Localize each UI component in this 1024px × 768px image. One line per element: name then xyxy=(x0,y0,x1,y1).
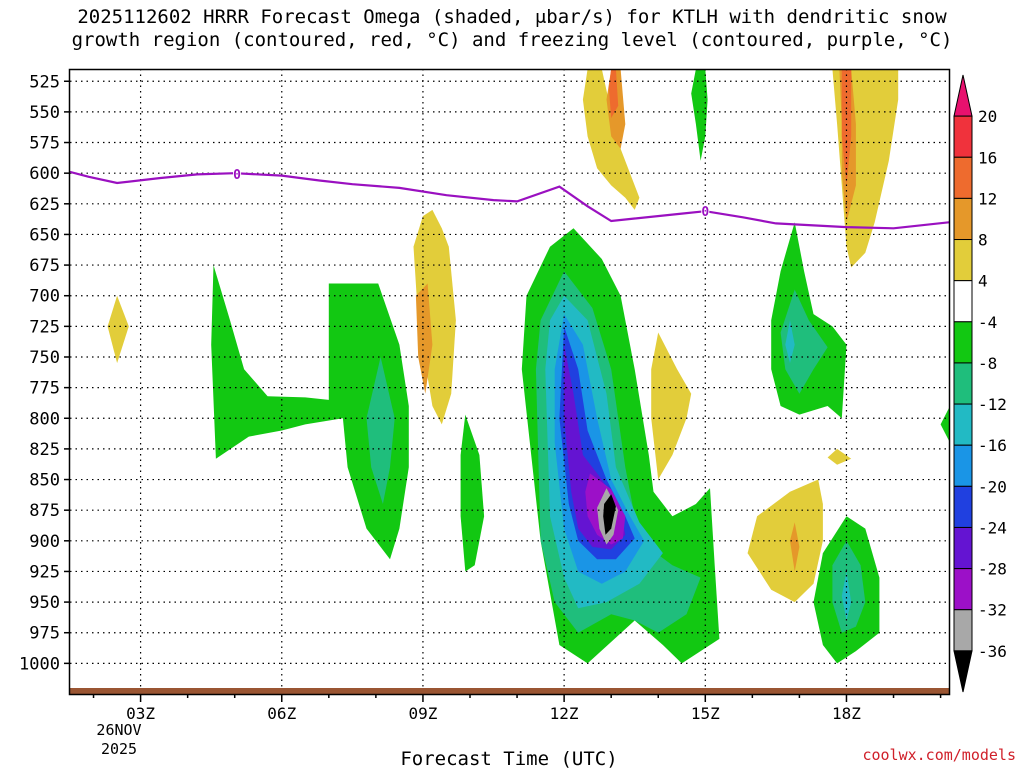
y-tick-label: 800 xyxy=(29,409,60,429)
y-tick-label: 750 xyxy=(29,348,60,368)
colorbar-label: 8 xyxy=(978,231,988,250)
colorbar-label: -12 xyxy=(978,395,1007,414)
omega-region-9 xyxy=(415,283,433,394)
y-tick-label: 875 xyxy=(29,501,60,521)
y-tick-label: 650 xyxy=(29,225,60,245)
omega-region-0 xyxy=(582,69,640,210)
omega-region-19 xyxy=(940,406,950,443)
colorbar-label: -8 xyxy=(978,354,997,373)
colorbar-label: 12 xyxy=(978,189,997,208)
omega-region-6 xyxy=(827,448,852,465)
y-axis: 525 550 575 600 625 650 675 700 725 750 775 800 825 8… xyxy=(19,72,70,674)
colorbar-swatch xyxy=(953,568,973,611)
colorbar-swatch xyxy=(953,609,973,652)
colorbar-label: 4 xyxy=(978,272,988,291)
y-tick-label: 850 xyxy=(29,471,60,491)
x-tick-label: 09Z xyxy=(408,704,437,723)
omega-region-17 xyxy=(771,222,847,419)
colorbar-swatch xyxy=(953,156,973,199)
title-line-1: 2025112602 HRRR Forecast Omega (shaded, … xyxy=(77,6,947,28)
colorbar-swatch xyxy=(953,485,973,528)
chart-title: 2025112602 HRRR Forecast Omega (shaded, … xyxy=(0,6,1024,52)
y-tick-label: 950 xyxy=(29,593,60,613)
freezing-label-bg xyxy=(233,167,242,180)
y-tick-label: 675 xyxy=(29,256,60,276)
x-axis-title: Forecast Time (UTC) xyxy=(400,748,617,768)
freezing-level-layer: 00 xyxy=(70,167,950,230)
y-tick-label: 600 xyxy=(29,164,60,184)
colorbar-swatch xyxy=(953,280,973,323)
omega-region-25 xyxy=(785,320,795,364)
omega-region-21 xyxy=(366,357,395,504)
y-tick-label: 925 xyxy=(29,562,60,582)
omega-region-16 xyxy=(691,69,708,161)
title-line-2: growth region (contoured, red, °C) and f… xyxy=(71,29,953,51)
y-tick-label: 625 xyxy=(29,195,60,215)
colorbar-label: -28 xyxy=(978,560,1007,579)
omega-region-10 xyxy=(790,522,800,572)
colorbar: 20 16 12 8 4 -4 -8 -12 -16 -20 -24 -28 -32 -36 xyxy=(953,74,1007,693)
colorbar-label: -36 xyxy=(978,642,1007,661)
omega-shaded-regions xyxy=(107,69,950,664)
y-tick-label: 775 xyxy=(29,379,60,399)
omega-region-2 xyxy=(413,209,456,425)
freezing-level-line xyxy=(70,170,950,230)
colorbar-swatch xyxy=(953,526,973,570)
omega-region-26 xyxy=(841,571,852,621)
x-tick-label: 15Z xyxy=(691,704,720,723)
y-tick-label: 900 xyxy=(29,532,60,552)
colorbar-label: -16 xyxy=(978,436,1007,455)
x-tick-label: 18Z xyxy=(832,704,861,723)
colorbar-swatch xyxy=(953,362,973,405)
omega-region-3 xyxy=(107,295,129,364)
omega-region-15 xyxy=(460,414,485,572)
y-tick-label: 575 xyxy=(29,134,60,154)
colorbar-label: -20 xyxy=(978,477,1007,496)
colorbar-swatch xyxy=(953,321,973,364)
x-axis-date-line-2: 2025 xyxy=(101,740,137,758)
credit-text: coolwx.com/models xyxy=(862,746,1016,764)
colorbar-swatch-top xyxy=(953,74,973,117)
colorbar-swatch-bottom xyxy=(953,650,973,693)
freezing-level-label: 0 xyxy=(233,168,241,183)
y-tick-label: 550 xyxy=(29,103,60,123)
omega-region-12 xyxy=(841,69,852,186)
colorbar-label: -32 xyxy=(978,601,1007,620)
omega-region-14 xyxy=(211,265,409,560)
grid-lines xyxy=(70,69,950,694)
terrain-ground-bar xyxy=(70,688,949,694)
freezing-level-label: 0 xyxy=(701,205,709,220)
colorbar-swatch xyxy=(953,444,973,487)
y-tick-label: 825 xyxy=(29,440,60,460)
freezing-label-bg xyxy=(701,205,710,218)
x-tick-label: 12Z xyxy=(550,704,579,723)
colorbar-label: -24 xyxy=(978,518,1007,537)
colorbar-swatch xyxy=(953,115,973,158)
colorbar-swatch xyxy=(953,239,973,282)
y-tick-label: 975 xyxy=(29,624,60,644)
x-tick-label: 03Z xyxy=(126,704,155,723)
colorbar-label: -4 xyxy=(978,313,997,332)
omega-region-32 xyxy=(603,494,616,535)
omega-region-23 xyxy=(832,540,866,633)
x-tick-label: 06Z xyxy=(267,704,296,723)
colorbar-swatch xyxy=(953,403,973,446)
y-tick-label: 700 xyxy=(29,287,60,307)
colorbar-label: 20 xyxy=(978,107,997,126)
colorbar-swatch xyxy=(953,197,973,241)
omega-region-22 xyxy=(780,289,828,394)
plot-frame xyxy=(68,68,951,696)
x-axis-date-line-1: 26NOV xyxy=(96,721,141,739)
omega-region-4 xyxy=(651,332,692,480)
x-axis: 03Z 06Z 09Z 12Z 15Z 18Z xyxy=(92,694,942,723)
y-tick-label: 525 xyxy=(29,72,60,92)
y-tick-label: 725 xyxy=(29,317,60,337)
colorbar-label: 16 xyxy=(978,148,997,167)
y-tick-label: 1000 xyxy=(19,654,60,674)
